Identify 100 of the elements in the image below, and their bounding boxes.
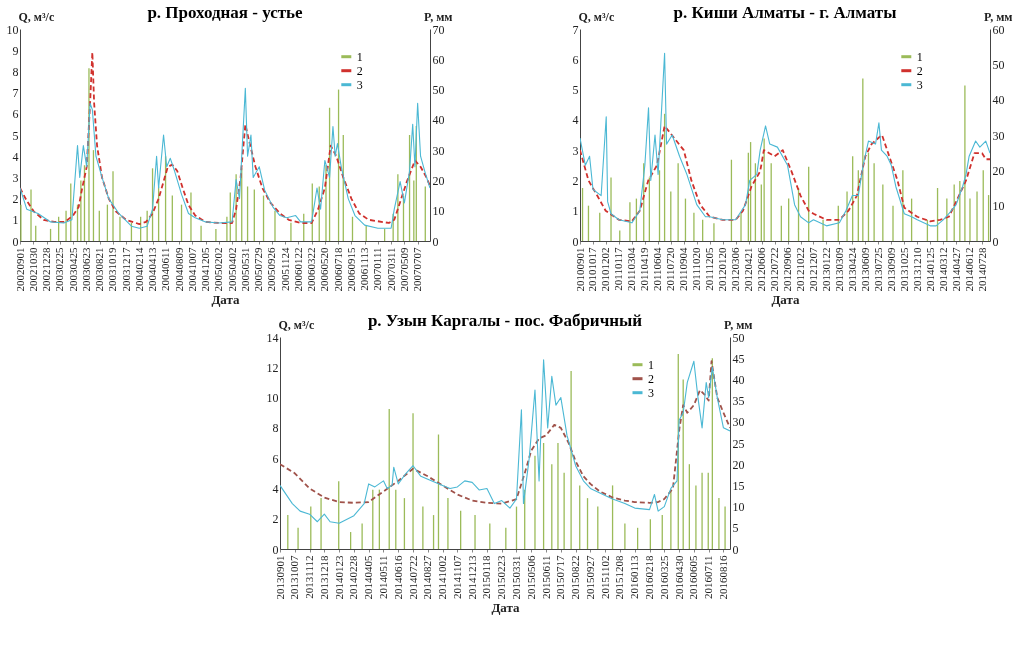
y-tick-label: 0 — [12, 234, 19, 249]
y-tick-label: 4 — [12, 149, 19, 164]
x-tick-label: 20140616 — [391, 555, 404, 600]
y-tick-label: 10 — [266, 391, 279, 406]
x-tick-label: 20120306 — [729, 247, 742, 292]
x-tick-label: 20140612 — [962, 247, 975, 292]
x-tick-label: 20150822 — [569, 555, 582, 600]
y2-tick-label: 50 — [992, 57, 1005, 72]
legend-label: 1 — [916, 49, 923, 64]
y-tick-label: 2 — [12, 192, 19, 207]
x-tick-label: 20031019 — [106, 247, 119, 292]
y-tick-label: 1 — [572, 204, 579, 219]
legend-label: 1 — [356, 49, 363, 64]
x-tick-label: 20130309 — [832, 247, 845, 292]
x-tick-label: 20150927 — [583, 555, 596, 600]
line-series — [20, 51, 430, 225]
y-tick-label: 8 — [12, 64, 19, 79]
y2-tick-label: 10 — [732, 500, 745, 515]
x-tick-label: 20021228 — [40, 247, 53, 292]
line-series — [20, 87, 430, 229]
x-tick-label: 20141107 — [450, 555, 463, 600]
x-tick-label: 20031217 — [119, 247, 132, 292]
x-tick-label: 20050202 — [212, 247, 225, 292]
x-tick-label: 20160430 — [672, 555, 685, 600]
x-tick-label: 20100901 — [573, 247, 586, 292]
x-tick-label: 20111205 — [703, 247, 716, 291]
legend-label: 3 — [916, 77, 923, 92]
x-tick-label: 20110304 — [625, 247, 638, 292]
x-tick-label: 20140312 — [936, 247, 949, 292]
x-tick-label: 20040214 — [132, 247, 145, 292]
x-tick-label: 20020901 — [13, 247, 26, 292]
y-tick-label: 2 — [572, 173, 579, 188]
y-axis-title: Q, м³/с — [578, 9, 615, 24]
y-tick-label: 5 — [572, 83, 579, 98]
x-tick-label: 20150118 — [480, 555, 493, 600]
y2-tick-label: 10 — [992, 199, 1005, 214]
x-tick-label: 20140123 — [332, 555, 345, 600]
x-tick-label: 20131218 — [317, 555, 330, 600]
y-axis-title: Q, м³/с — [18, 9, 55, 24]
x-tick-label: 20061113 — [358, 247, 371, 291]
y-axis-title: Q, м³/с — [278, 317, 315, 332]
x-tick-label: 20041205 — [199, 247, 212, 292]
x-tick-label: 20130909 — [884, 247, 897, 292]
x-tick-label: 20060322 — [305, 247, 318, 292]
y-tick-label: 3 — [12, 170, 19, 185]
x-tick-label: 20121022 — [794, 247, 807, 292]
x-tick-label: 20130424 — [845, 247, 858, 292]
x-tick-label: 20131112 — [303, 555, 316, 599]
x-tick-label: 20120120 — [716, 247, 729, 292]
x-tick-label: 20150717 — [554, 555, 567, 600]
x-axis-title: Дата — [491, 599, 521, 615]
y-tick-label: 0 — [272, 542, 279, 557]
x-tick-label: 20160113 — [628, 555, 641, 600]
legend-label: 1 — [648, 357, 654, 372]
x-tick-label: 20060718 — [331, 247, 344, 292]
x-tick-label: 20140511 — [376, 555, 389, 600]
x-tick-label: 20060915 — [344, 247, 357, 292]
y2-tick-label: 20 — [732, 457, 745, 472]
y2-tick-label: 10 — [432, 204, 445, 219]
x-tick-label: 20070311 — [384, 247, 397, 292]
y2-tick-label: 0 — [992, 234, 999, 249]
x-tick-label: 20151102 — [598, 555, 611, 600]
y2-tick-label: 50 — [432, 83, 445, 98]
x-tick-label: 20041007 — [185, 247, 198, 292]
x-tick-label: 20040413 — [146, 247, 159, 292]
y-tick-label: 4 — [272, 481, 279, 496]
x-tick-label: 20130901 — [273, 555, 286, 600]
y2-tick-label: 30 — [992, 128, 1005, 143]
x-tick-label: 20110604 — [651, 247, 664, 292]
y2-tick-label: 30 — [432, 143, 445, 158]
y-tick-label: 5 — [12, 128, 19, 143]
x-tick-label: 20101202 — [599, 247, 612, 292]
x-tick-label: 20111020 — [690, 247, 703, 291]
legend-label: 2 — [916, 63, 923, 78]
y-tick-label: 2 — [272, 512, 279, 527]
x-tick-label: 20051124 — [278, 247, 291, 292]
x-tick-label: 20131025 — [897, 247, 910, 292]
x-tick-label: 20150331 — [510, 555, 522, 600]
y-tick-label: 7 — [12, 86, 19, 101]
x-tick-label: 20160218 — [643, 555, 656, 600]
y-tick-label: 14 — [266, 330, 279, 345]
x-tick-label: 20060520 — [318, 247, 331, 292]
legend-label: 3 — [648, 385, 654, 400]
x-tick-label: 20101017 — [586, 247, 599, 292]
y-tick-label: 12 — [266, 360, 279, 375]
x-tick-label: 20150611 — [539, 555, 552, 600]
x-tick-label: 20030623 — [79, 247, 92, 292]
x-tick-label: 20070509 — [397, 247, 410, 292]
y2-tick-label: 15 — [732, 478, 745, 493]
x-tick-label: 20150506 — [524, 555, 537, 600]
y-tick-label: 6 — [272, 451, 279, 466]
y-tick-label: 6 — [572, 52, 579, 67]
x-tick-label: 20120606 — [755, 247, 768, 292]
y2-tick-label: 40 — [992, 93, 1005, 108]
x-tick-label: 20131007 — [288, 555, 301, 600]
x-tick-label: 20040809 — [172, 247, 185, 292]
x-tick-label: 20140427 — [949, 247, 962, 292]
x-tick-label: 20021030 — [26, 247, 39, 292]
x-tick-label: 20110419 — [638, 247, 651, 292]
x-tick-label: 20120421 — [742, 247, 755, 292]
